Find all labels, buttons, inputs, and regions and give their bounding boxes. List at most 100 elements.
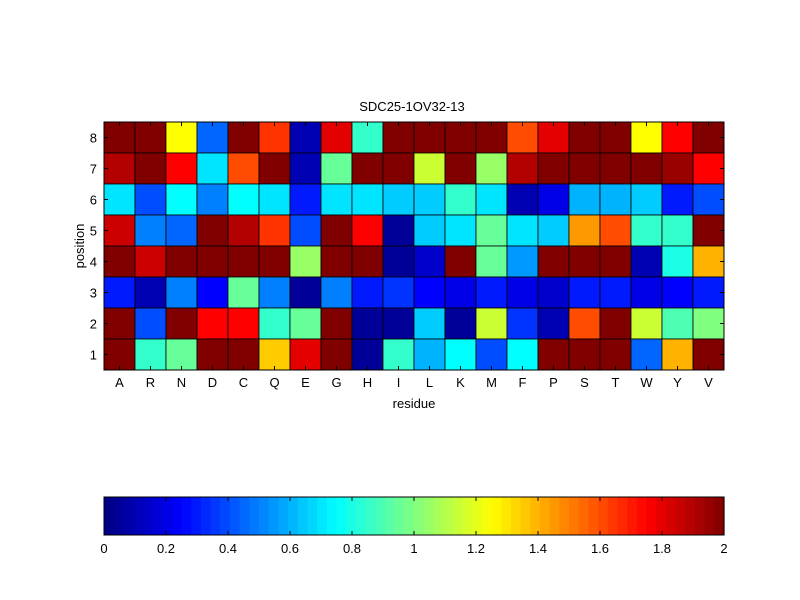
heatmap-cell xyxy=(444,152,477,185)
heatmap-cell xyxy=(227,276,260,309)
heatmap-cell xyxy=(475,214,508,247)
heatmap-cell xyxy=(320,152,353,185)
heatmap-cell xyxy=(475,245,508,278)
colorbar-segment xyxy=(404,497,415,535)
heatmap-cell xyxy=(599,152,632,185)
heatmap-cell xyxy=(351,307,384,340)
heatmap-cell xyxy=(599,245,632,278)
colorbar-segment xyxy=(607,497,619,535)
x-tick-label: Y xyxy=(673,375,682,390)
heatmap-cell xyxy=(599,276,632,309)
colorbar-segment xyxy=(491,497,502,535)
colorbar-segment xyxy=(210,497,221,535)
heatmap-cell xyxy=(475,338,508,371)
heatmap-cell xyxy=(258,214,291,247)
heatmap-cell xyxy=(351,121,384,154)
x-tick-label: A xyxy=(115,375,124,390)
heatmap-cell xyxy=(320,338,353,371)
heatmap-cell xyxy=(444,307,477,340)
colorbar-segment xyxy=(714,497,725,535)
heatmap-cell xyxy=(444,121,477,154)
colorbar-segment xyxy=(510,497,522,535)
x-tick-label: V xyxy=(704,375,713,390)
colorbar-segment xyxy=(462,497,473,535)
heatmap-cell xyxy=(382,121,415,154)
heatmap-cell xyxy=(382,214,415,247)
heatmap-cell xyxy=(289,152,322,185)
heatmap-cell xyxy=(351,214,384,247)
heatmap-cell xyxy=(661,338,694,371)
colorbar-segment xyxy=(336,497,347,535)
heatmap-cell xyxy=(227,245,260,278)
y-tick-label: 3 xyxy=(90,286,97,301)
colorbar-tick-label: 0.4 xyxy=(219,541,237,556)
heatmap-cell xyxy=(475,152,508,185)
heatmap-cell xyxy=(103,307,136,340)
heatmap-cell xyxy=(258,307,291,340)
heatmap-cell xyxy=(537,121,570,154)
colorbar-segment xyxy=(229,497,241,535)
heatmap-cell xyxy=(506,338,539,371)
heatmap-cell xyxy=(506,245,539,278)
x-axis-label: residue xyxy=(393,396,436,411)
heatmap-cell xyxy=(506,276,539,309)
x-tick-label: T xyxy=(612,375,620,390)
heatmap-cell xyxy=(165,121,198,154)
colorbar-tick-label: 2 xyxy=(720,541,727,556)
colorbar-segment xyxy=(704,497,715,535)
heatmap-cell xyxy=(382,276,415,309)
heatmap-cell xyxy=(475,121,508,154)
colorbar-segment xyxy=(355,497,367,535)
heatmap-cell xyxy=(413,245,446,278)
colorbar-segment xyxy=(452,497,464,535)
x-tick-label: W xyxy=(640,375,653,390)
heatmap-cell xyxy=(444,183,477,216)
colorbar-segment xyxy=(598,497,609,535)
colorbar-segment xyxy=(259,497,270,535)
heatmap-cell xyxy=(351,276,384,309)
heatmap-cell xyxy=(630,245,663,278)
heatmap-cell xyxy=(196,276,229,309)
heatmap xyxy=(103,121,725,371)
heatmap-cell xyxy=(475,183,508,216)
colorbar-segment xyxy=(162,497,173,535)
heatmap-cell xyxy=(506,214,539,247)
heatmap-cell xyxy=(537,276,570,309)
y-tick-label: 7 xyxy=(90,162,97,177)
heatmap-cell xyxy=(444,338,477,371)
heatmap-cell xyxy=(661,307,694,340)
heatmap-cell xyxy=(196,121,229,154)
heatmap-cell xyxy=(537,307,570,340)
colorbar-segment xyxy=(346,497,357,535)
colorbar-segment xyxy=(142,497,154,535)
heatmap-cell xyxy=(165,214,198,247)
y-tick-label: 1 xyxy=(90,348,97,363)
heatmap-cell xyxy=(568,152,601,185)
heatmap-cell xyxy=(134,183,167,216)
colorbar-segment xyxy=(152,497,163,535)
heatmap-cell xyxy=(134,214,167,247)
x-tick-label: C xyxy=(239,375,248,390)
heatmap-cell xyxy=(258,338,291,371)
heatmap-cell xyxy=(568,121,601,154)
heatmap-cell xyxy=(165,307,198,340)
heatmap-cell xyxy=(134,338,167,371)
heatmap-cell xyxy=(568,214,601,247)
heatmap-cell xyxy=(227,121,260,154)
heatmap-cell xyxy=(165,183,198,216)
heatmap-cell xyxy=(630,307,663,340)
heatmap-cell xyxy=(134,245,167,278)
x-tick-label: E xyxy=(301,375,310,390)
heatmap-cell xyxy=(320,276,353,309)
heatmap-cell xyxy=(351,245,384,278)
colorbar-segment xyxy=(617,497,628,535)
heatmap-cell xyxy=(258,152,291,185)
heatmap-cell xyxy=(661,245,694,278)
colorbar-segment xyxy=(481,497,493,535)
heatmap-cell xyxy=(599,183,632,216)
heatmap-cell xyxy=(103,214,136,247)
heatmap-cell xyxy=(165,152,198,185)
heatmap-cell xyxy=(289,183,322,216)
